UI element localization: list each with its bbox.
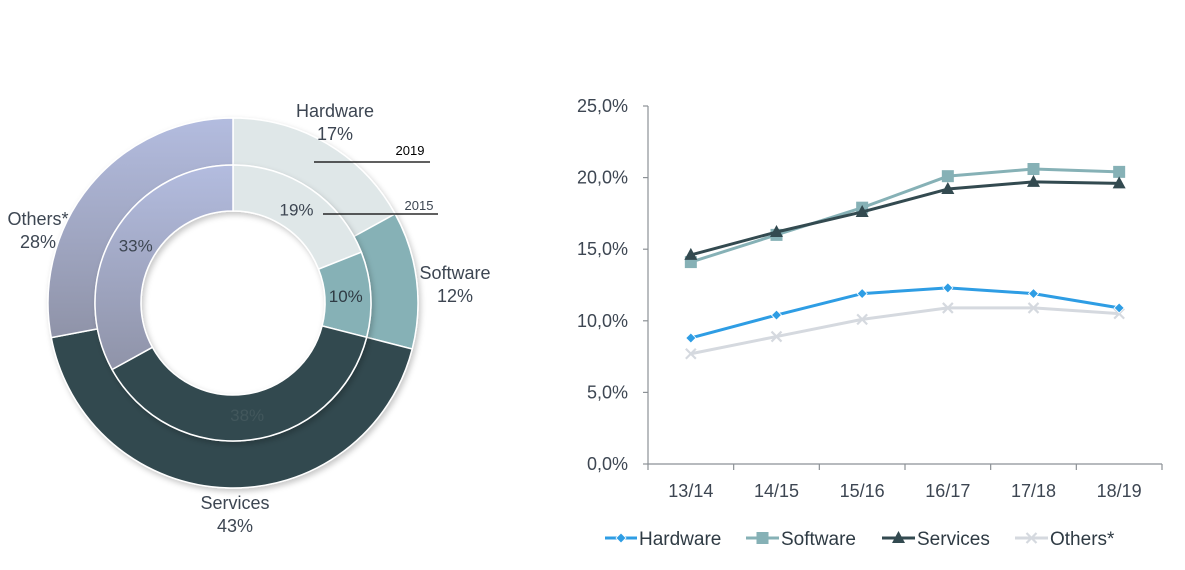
point-hardware [1027,288,1040,300]
y-tick-label: 15,0% [577,239,628,259]
point-others [685,347,697,360]
point-software [941,170,954,183]
inner-slice-others [94,164,234,371]
point-hardware [1113,302,1125,314]
inner-label-software: 10% [329,287,363,306]
y-tick-label: 5,0% [587,382,628,402]
legend-item-services: Services [882,529,990,550]
x-tick-label: 16/17 [925,481,970,501]
callout-label-2015: 2015 [405,198,434,213]
line-chart: 0,0% 5,0% 10,0% 15,0% 20,0% 25,0% 13/14 14/15 15… [577,96,1163,550]
inner-label-others: 33% [119,236,153,255]
outer-name-hardware: Hardware [296,101,374,121]
outer-label-others: 28% [20,232,56,252]
point-others [1027,302,1040,314]
outer-name-others: Others* [7,209,68,229]
point-services [684,247,698,260]
donut-chart: 19% 10% 38% 33% Hardware 17% Software 12% Servic… [7,101,490,536]
series-others [685,302,1125,360]
outer-name-services: Services [200,493,269,513]
y-tick-label: 0,0% [587,454,628,474]
outer-name-software: Software [419,263,490,283]
point-others [1113,307,1125,320]
inner-label-services: 38% [230,406,264,425]
legend-item-hardware: Hardware [605,529,721,550]
series-line-others [690,306,1120,356]
point-services [941,182,955,195]
point-hardware [770,309,783,321]
legend: Hardware Software Services Others* [605,529,1115,550]
legend-marker-hardware [615,532,627,544]
series-hardware [685,282,1125,344]
point-others [856,313,868,326]
point-hardware [942,282,954,294]
legend-label-services: Services [917,529,990,550]
x-tick-label: 13/14 [668,481,713,501]
point-services [855,204,869,217]
y-tick-label: 25,0% [577,96,628,116]
point-others [770,330,783,343]
legend-marker-services [892,531,905,543]
x-tick-label: 14/15 [754,481,799,501]
legend-item-software: Software [746,529,856,550]
series-line-software [690,167,1120,264]
callout-label-2019: 2019 [396,143,425,158]
legend-marker-software [756,532,769,544]
legend-label-hardware: Hardware [639,529,721,550]
legend-label-others: Others* [1050,529,1115,550]
point-services [770,225,783,238]
point-services [1112,176,1126,189]
outer-label-services: 43% [217,516,253,536]
point-software [1027,163,1040,176]
x-tick-label: 17/18 [1011,481,1056,501]
series-line-hardware [690,286,1120,340]
legend-marker-others [1025,532,1038,544]
x-tick-label: 15/16 [840,481,885,501]
inner-label-hardware: 19% [279,201,313,220]
point-hardware [856,288,868,300]
legend-label-software: Software [781,529,856,550]
outer-label-software: 12% [437,286,473,306]
outer-label-hardware: 17% [317,124,353,144]
point-services [1027,174,1040,187]
y-tick-label: 10,0% [577,311,628,331]
point-others [942,302,954,314]
y-tick-label: 20,0% [577,168,628,188]
legend-item-others: Others* [1015,529,1115,550]
series-software [684,163,1126,269]
point-hardware [685,332,697,344]
x-tick-label: 18/19 [1097,481,1142,501]
series-services [684,174,1126,260]
inner-slice-services [111,324,368,442]
point-software [1113,165,1126,178]
series-line-services [690,180,1120,257]
inner-ring-2015 [94,164,372,442]
